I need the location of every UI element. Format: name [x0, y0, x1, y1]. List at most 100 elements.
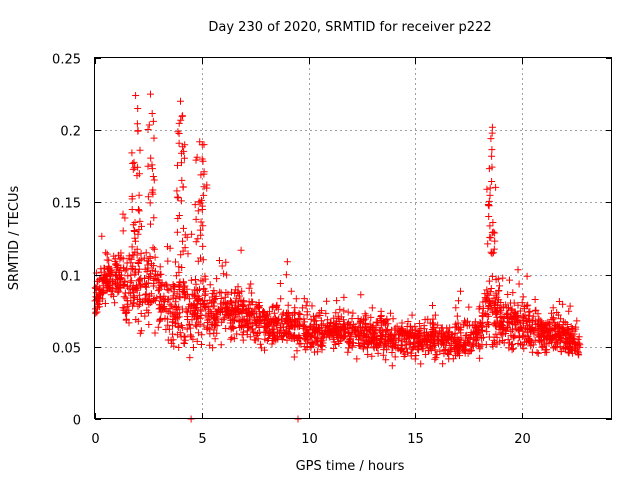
data-point [322, 333, 330, 341]
data-point [261, 335, 269, 343]
data-point [302, 346, 310, 354]
data-point [180, 154, 188, 162]
data-point [129, 165, 137, 173]
data-point [518, 299, 526, 307]
data-point [486, 233, 494, 241]
data-point [169, 330, 176, 338]
data-point [111, 257, 119, 265]
data-point [400, 353, 408, 360]
data-point [483, 328, 491, 336]
data-point [440, 346, 448, 354]
data-point [106, 270, 114, 278]
data-point [245, 284, 253, 292]
data-point [291, 304, 299, 312]
data-point [488, 152, 496, 160]
data-point [114, 264, 122, 272]
data-point [525, 308, 533, 316]
data-point [282, 329, 290, 337]
data-point [502, 310, 510, 318]
data-point [432, 354, 440, 362]
data-point [191, 201, 199, 209]
data-point [150, 262, 158, 270]
data-point [412, 331, 420, 338]
data-point [209, 344, 217, 352]
data-point [425, 335, 433, 343]
plot-frame [94, 57, 612, 419]
data-point [124, 272, 132, 280]
data-point [486, 184, 494, 192]
data-point [183, 313, 191, 321]
data-point [271, 332, 279, 340]
data-point [277, 295, 285, 303]
data-point [292, 318, 300, 326]
data-point [347, 321, 355, 329]
data-point [167, 285, 175, 293]
data-point [452, 304, 460, 312]
data-point [245, 298, 253, 306]
data-point [292, 295, 300, 303]
data-point [575, 339, 583, 347]
data-point [306, 339, 314, 346]
data-point [509, 333, 517, 341]
data-point [368, 304, 376, 312]
data-point [514, 340, 522, 347]
data-point [476, 354, 484, 362]
data-point [98, 287, 106, 295]
data-point [546, 335, 554, 343]
data-point [144, 296, 152, 304]
data-point [227, 335, 235, 343]
data-point [116, 281, 124, 289]
data-point [194, 207, 202, 215]
data-point [508, 305, 516, 313]
data-point [385, 337, 393, 345]
data-point [506, 276, 513, 284]
data-point [335, 318, 343, 325]
data-point [137, 249, 145, 257]
data-point [260, 328, 268, 336]
data-point [392, 344, 400, 352]
data-point [367, 313, 375, 321]
data-point [200, 191, 208, 199]
data-point [238, 309, 246, 317]
data-point [403, 323, 411, 330]
data-point [209, 289, 217, 297]
data-point [188, 230, 196, 238]
data-point [215, 306, 222, 313]
data-point [566, 302, 574, 310]
data-point [164, 257, 172, 265]
data-point [488, 178, 496, 185]
data-point [177, 333, 185, 341]
data-point [543, 348, 551, 356]
data-point [235, 317, 243, 325]
data-point [156, 317, 163, 325]
data-point [332, 309, 340, 317]
data-point [334, 328, 342, 336]
data-point [102, 249, 110, 257]
data-point [135, 277, 143, 285]
data-point [124, 300, 132, 308]
data-point [255, 304, 263, 312]
data-point [361, 319, 369, 327]
data-point [300, 295, 308, 303]
data-point [228, 315, 236, 323]
data-point [141, 275, 148, 282]
data-point [133, 120, 141, 128]
data-point [210, 326, 218, 334]
data-point [467, 347, 475, 355]
data-point [124, 283, 131, 291]
data-point [151, 253, 159, 261]
data-point [154, 276, 162, 284]
data-point [200, 170, 208, 178]
data-point [489, 342, 497, 350]
data-point [136, 329, 144, 337]
data-point [431, 355, 439, 363]
data-point [549, 326, 557, 334]
data-point [440, 341, 447, 349]
data-point [301, 318, 309, 326]
data-point [216, 288, 224, 296]
data-point [365, 334, 373, 342]
data-point [186, 324, 194, 332]
data-point [433, 332, 441, 340]
data-point [311, 348, 318, 356]
